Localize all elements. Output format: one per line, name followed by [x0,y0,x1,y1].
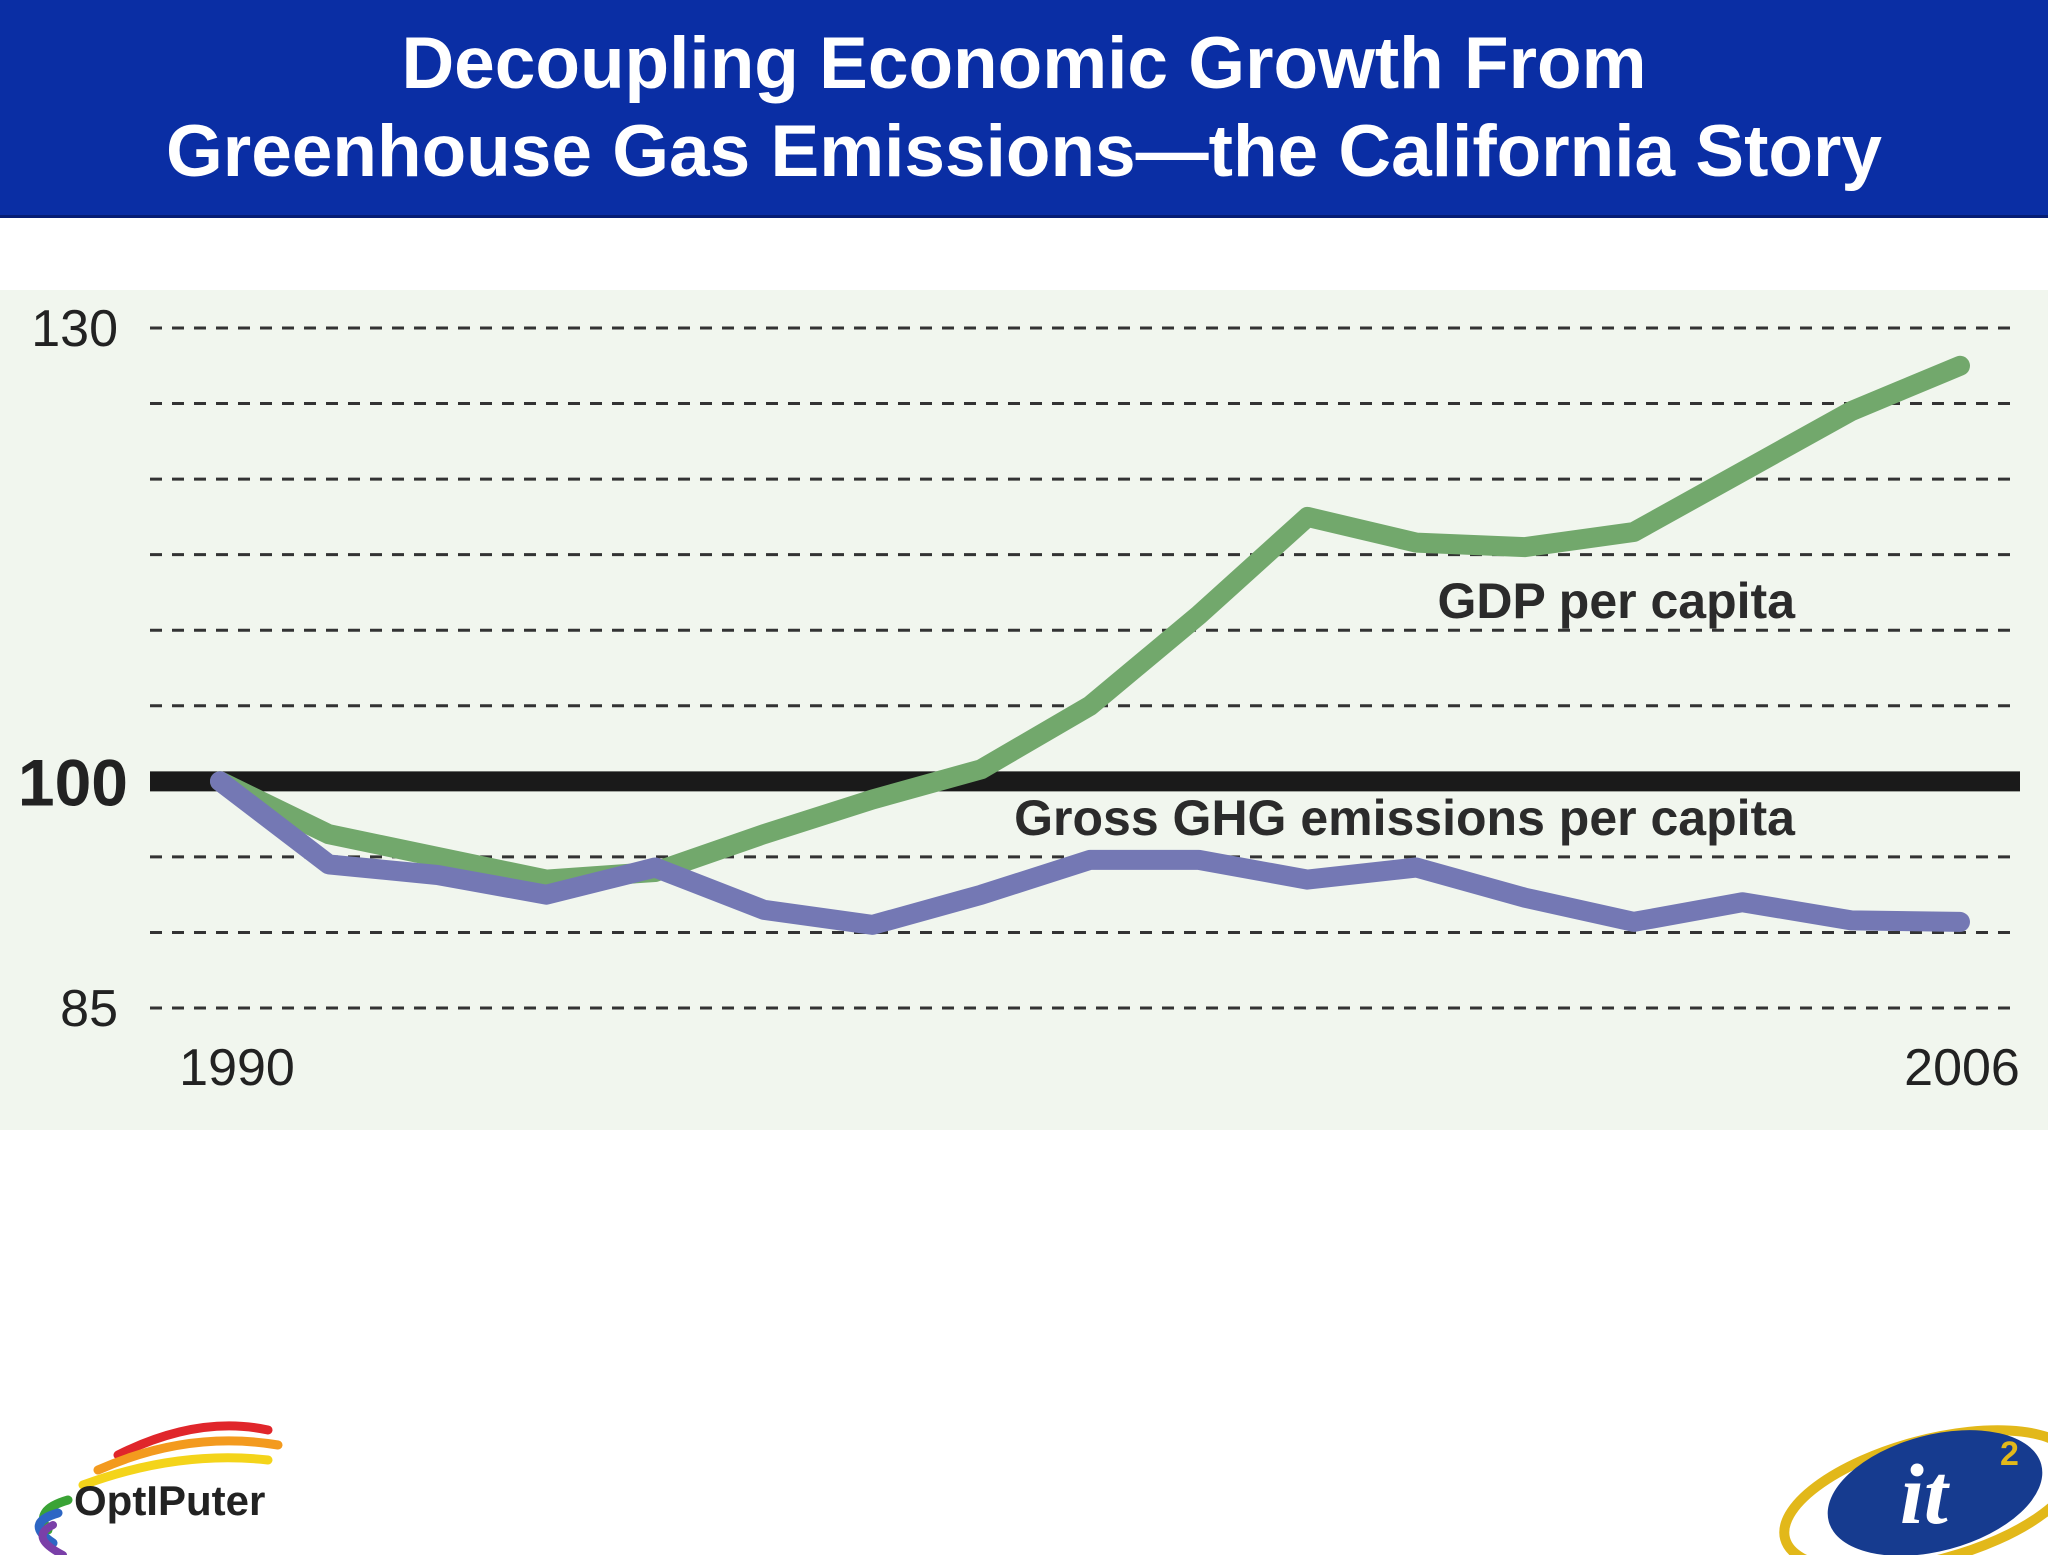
series-line-gdp [210,355,1970,890]
y-tick-85: 85 [60,980,118,1038]
series-label-gdp: GDP per capita [1437,573,1796,629]
title-banner: Decoupling Economic Growth From Greenhou… [0,0,2048,218]
y-tick-100: 100 [18,745,128,819]
x-tick-1990: 1990 [179,1039,295,1097]
series-line-ghg [210,771,1970,935]
x-tick-2006: 2006 [1904,1039,2020,1097]
optiputer-wordmark: OptIPuter [74,1477,265,1524]
y-tick-130: 130 [31,300,118,358]
series-label-ghg: Gross GHG emissions per capita [1014,790,1796,846]
labels-layer: 130 100 85 1990 2006 GDP per capita Gros… [18,300,2020,1097]
it2-superscript: 2 [2000,1435,2019,1473]
it2-logo: it 2 [1779,1425,2048,1555]
series-layer [210,355,1970,935]
title-line-1: Decoupling Economic Growth From [401,22,1647,104]
it2-wordmark: it [1900,1446,1951,1542]
title-line-2: Greenhouse Gas Emissions—the California … [166,110,1882,192]
line-chart: 130 100 85 1990 2006 GDP per capita Gros… [18,300,2020,1097]
optiputer-logo: OptIPuter [34,1421,283,1555]
chart-panel: 130 100 85 1990 2006 GDP per capita Gros… [0,290,2048,1130]
